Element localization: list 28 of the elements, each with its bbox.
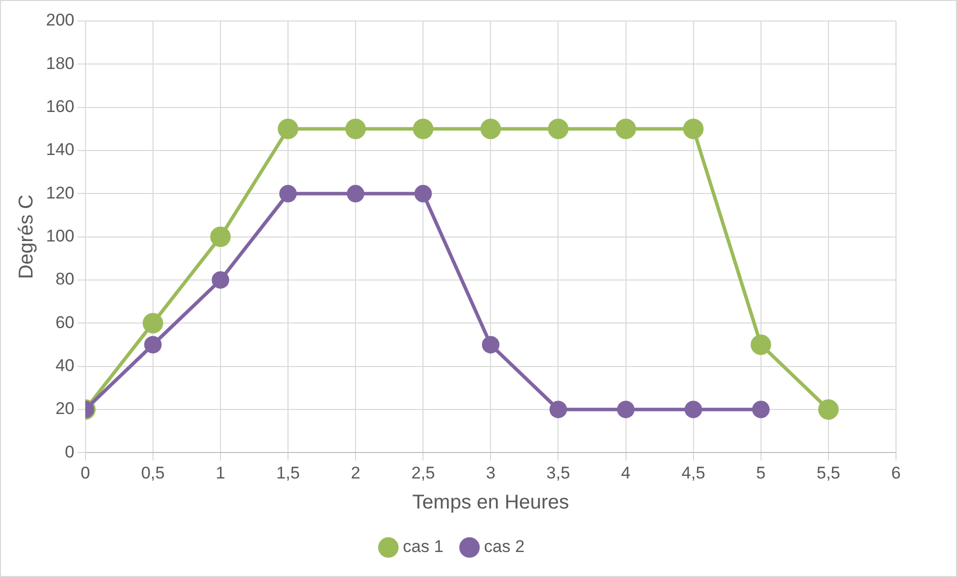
x-tick-label: 1 [216, 463, 226, 482]
y-tick-label: 120 [46, 183, 74, 202]
legend-label: cas 2 [484, 537, 525, 556]
y-tick-label: 40 [55, 356, 74, 375]
y-tick-label: 100 [46, 226, 74, 246]
x-tick-label: 2 [350, 463, 360, 482]
x-tick-label: 4,5 [682, 463, 706, 482]
x-tick-label: 4 [621, 463, 631, 482]
y-tick-label: 0 [64, 442, 74, 462]
x-tick-label: 0 [80, 463, 90, 482]
legend-label: cas 1 [402, 537, 444, 556]
y-tick-label: 200 [46, 10, 74, 30]
y-axis-title: Degrés C [16, 194, 38, 280]
x-tick-label: 3 [486, 463, 496, 482]
y-tick-label: 80 [55, 270, 74, 289]
x-tick-label: 5,5 [816, 463, 840, 482]
y-tick-label: 60 [55, 312, 74, 332]
x-tick-label: 3,5 [546, 463, 570, 482]
x-tick-label: 0,5 [141, 463, 165, 482]
y-tick-label: 160 [46, 97, 74, 116]
x-axis-title: Temps en Heures [412, 492, 570, 514]
x-tick-label: 5 [756, 463, 766, 482]
y-tick-label: 180 [46, 54, 74, 73]
y-tick-label: 20 [55, 399, 74, 418]
x-tick-label: 1,5 [276, 463, 300, 482]
x-tick-label: 2,5 [411, 463, 435, 482]
x-tick-label: 6 [891, 463, 901, 482]
y-tick-label: 140 [46, 140, 74, 160]
